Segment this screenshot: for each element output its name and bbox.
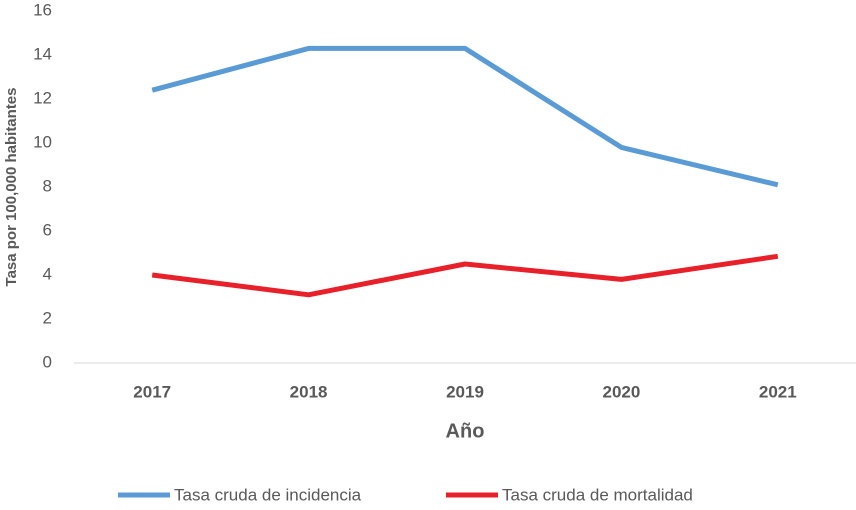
y-tick-label: 4: [43, 264, 52, 283]
series-line: [151, 45, 779, 188]
x-tick-label: 2019: [446, 382, 484, 401]
x-tick-label: 2021: [759, 382, 797, 401]
y-tick-label: 10: [33, 132, 52, 151]
y-tick-label: 2: [43, 308, 52, 327]
x-tick-label: 2017: [133, 382, 171, 401]
x-tick-label: 2020: [602, 382, 640, 401]
y-tick-label: 14: [33, 44, 52, 63]
y-tick-label: 12: [33, 88, 52, 107]
legend-label: Tasa cruda de mortalidad: [502, 485, 693, 504]
series-line: [151, 253, 779, 298]
legend-label: Tasa cruda de incidencia: [174, 485, 362, 504]
x-tick-label: 2018: [290, 382, 328, 401]
y-tick-label: 8: [43, 176, 52, 195]
y-tick-label: 0: [43, 352, 52, 371]
x-axis-label: Año: [446, 420, 485, 442]
y-tick-label: 6: [43, 220, 52, 239]
y-axis-label: Tasa por 100,000 habitantes: [3, 88, 20, 287]
y-tick-label: 16: [33, 0, 52, 19]
